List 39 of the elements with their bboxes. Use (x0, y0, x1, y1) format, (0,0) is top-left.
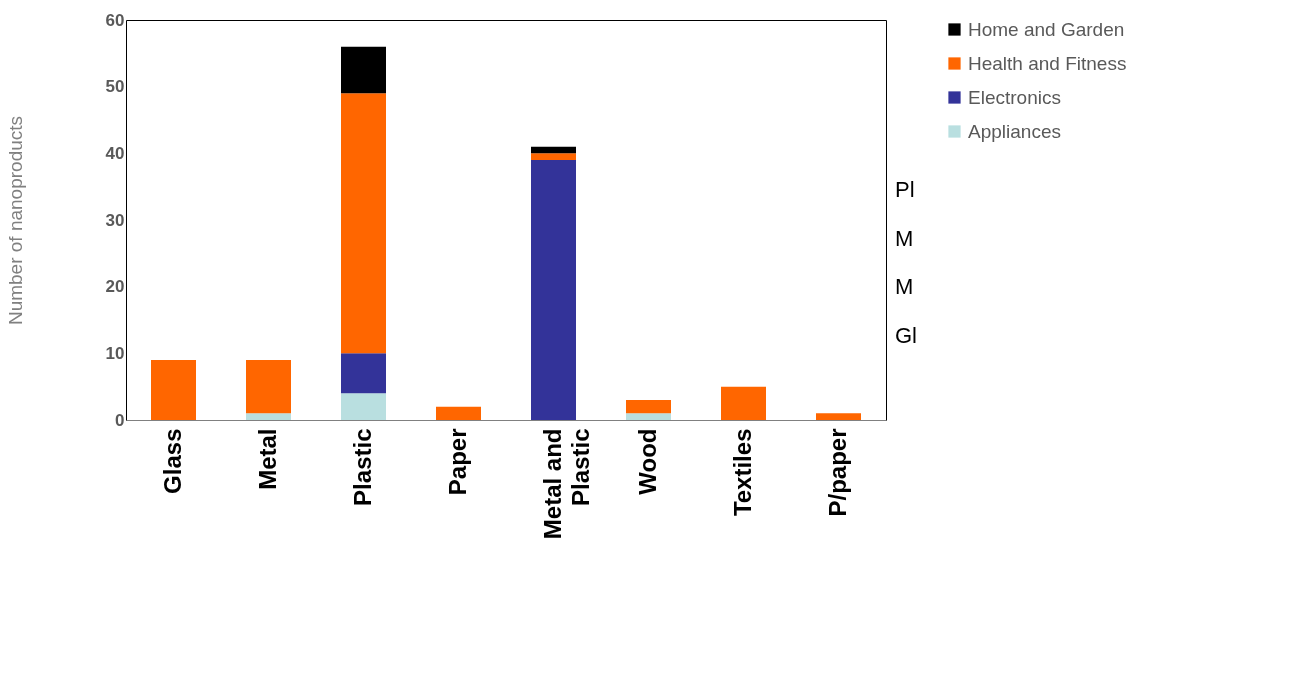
bar (816, 413, 861, 420)
x-tick-label: Metal (253, 428, 281, 490)
x-tick-label: Paper (443, 428, 471, 496)
bar (531, 160, 576, 420)
bar (436, 406, 481, 420)
y-axis-title: Number of nanoproducts (4, 115, 26, 326)
bar (721, 386, 766, 420)
bar (626, 400, 671, 414)
legend-label: Appliances (968, 120, 1061, 142)
x-tick-label: Textiles (728, 428, 756, 517)
x-tick-label: Plastic (348, 428, 376, 506)
y-tick-label: 60 (105, 10, 125, 30)
bar (531, 146, 576, 154)
y-tick-label: 50 (105, 77, 125, 97)
x-tick-label: P/paper (823, 428, 851, 517)
text: Pl (895, 177, 915, 202)
text: Gl (895, 322, 917, 348)
y-tick-label: 40 (105, 143, 125, 163)
legend-label: Health and Fitness (968, 52, 1127, 74)
bar (246, 413, 291, 420)
y-tick-label: 20 (105, 277, 125, 297)
text: M (895, 274, 914, 300)
bar (531, 153, 576, 160)
legend-label: Electronics (968, 86, 1061, 108)
bar (246, 360, 291, 414)
bar (626, 413, 671, 420)
y-tick-label: 30 (105, 210, 125, 230)
bar (341, 353, 386, 394)
bar (341, 93, 386, 354)
x-tick-label: Metal and Plastic (538, 428, 594, 540)
x-tick-label: Wood (633, 428, 661, 495)
x-tick-label: Glass (158, 428, 186, 494)
y-tick-label: 10 (105, 343, 125, 363)
y-tick-label: 0 (115, 410, 125, 430)
bar (341, 393, 386, 420)
text: M (895, 225, 914, 251)
bar (341, 46, 386, 94)
bar (151, 360, 196, 420)
legend-label: Home and Garden (968, 18, 1125, 40)
